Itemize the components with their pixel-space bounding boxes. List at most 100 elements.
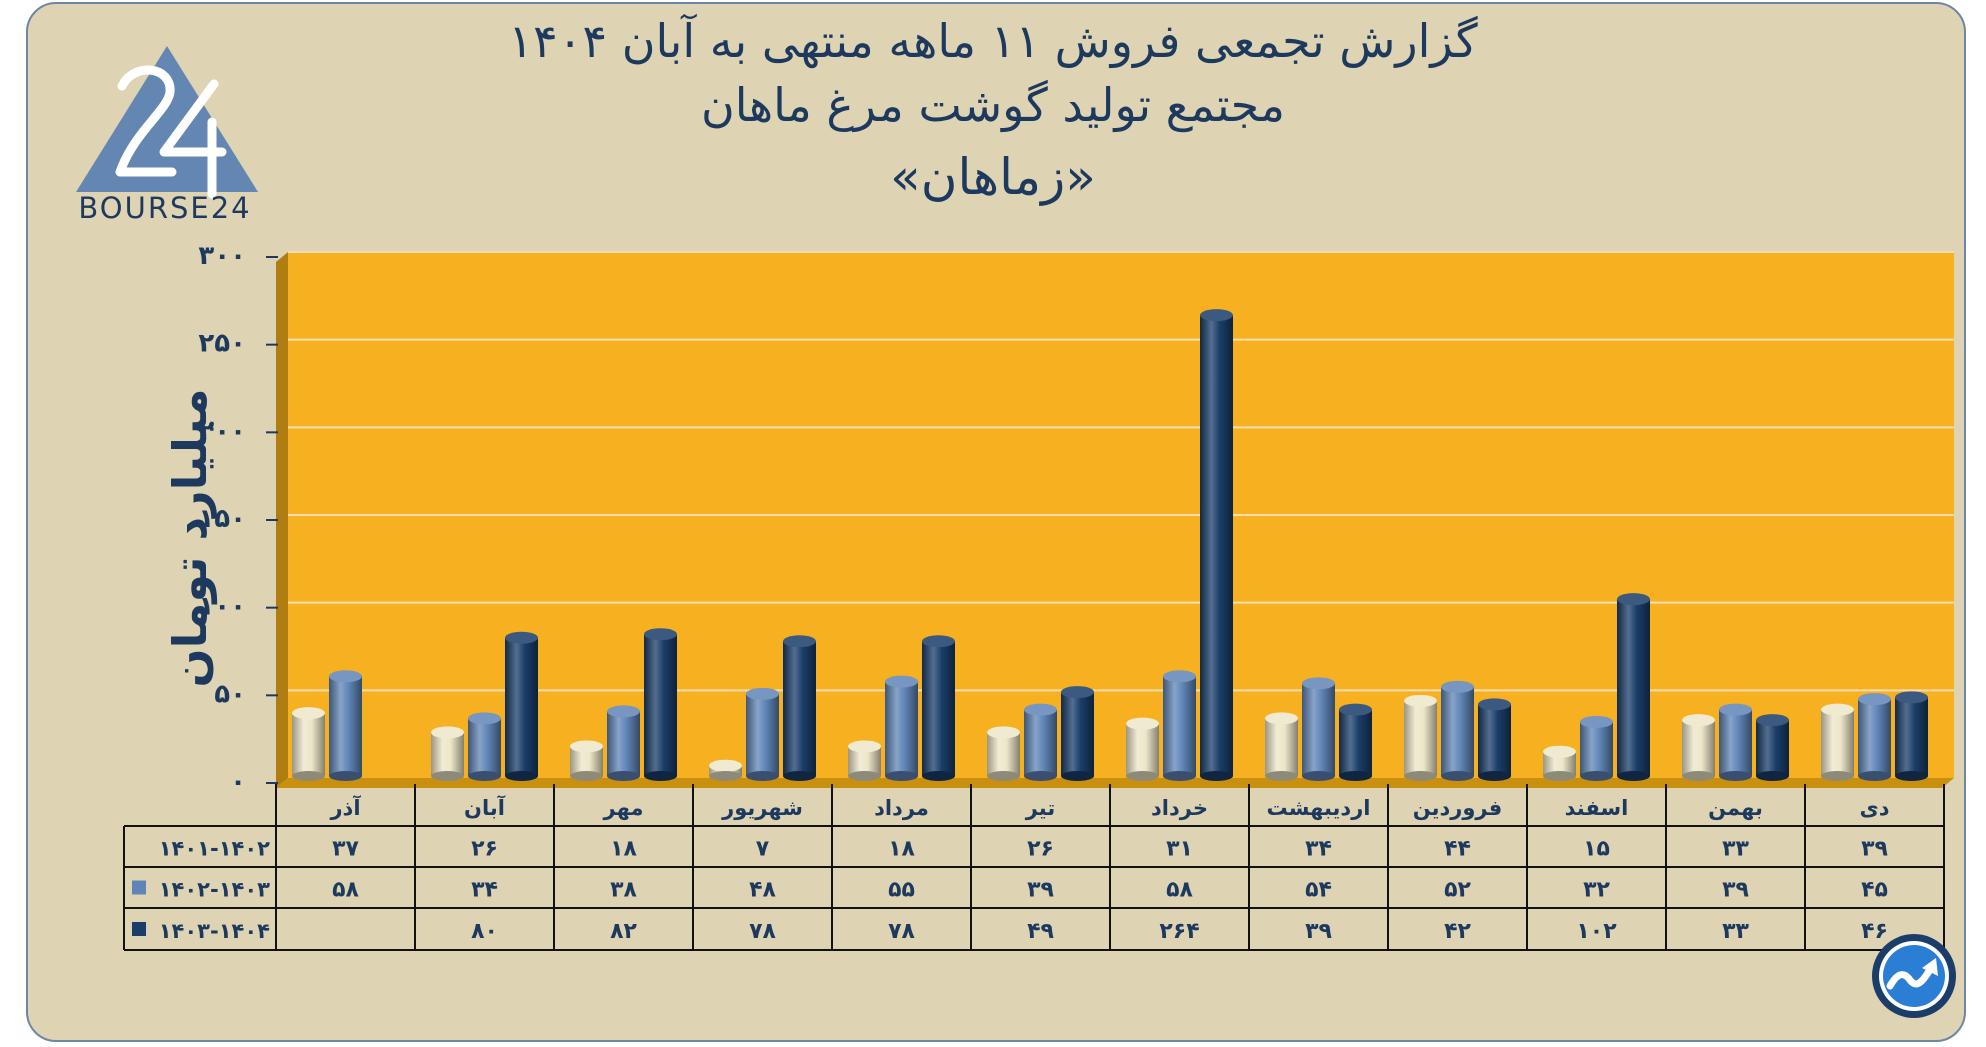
data-label: ۲۶۴	[1159, 919, 1199, 944]
bar-cap	[1265, 712, 1298, 725]
bar	[1265, 718, 1298, 776]
bar	[1682, 720, 1715, 776]
bar	[1895, 697, 1928, 776]
bar-base	[1302, 771, 1335, 781]
bar-base	[1265, 771, 1298, 781]
bar-cap	[1200, 309, 1233, 322]
data-label: ۵۸	[332, 878, 359, 903]
bar-cap	[431, 726, 464, 739]
bar-cap	[987, 726, 1020, 739]
bar	[607, 711, 640, 776]
bar	[329, 676, 362, 776]
bar	[1061, 692, 1094, 776]
data-label: ۴۵	[1861, 878, 1888, 903]
bar-base	[607, 771, 640, 781]
data-label: ۳۷	[332, 837, 359, 862]
bar-base	[1617, 771, 1650, 781]
bar-cap	[1339, 703, 1372, 716]
bar-base	[644, 771, 677, 781]
bar-base	[1543, 771, 1576, 781]
bar-cap	[1061, 686, 1094, 699]
x-category-label: شهریور	[721, 796, 803, 820]
data-label: ۱۰۲	[1576, 919, 1617, 944]
data-label: ۳۳	[1722, 837, 1749, 862]
y-tick-label: ۵۰	[214, 679, 246, 709]
data-label: ۵۵	[888, 878, 915, 903]
bar-cap	[1441, 680, 1474, 693]
bar-base	[292, 771, 325, 781]
bar-cap	[1821, 703, 1854, 716]
legend-swatch	[132, 880, 146, 895]
bar-cap	[1302, 677, 1335, 690]
plot-side-wall	[276, 252, 288, 788]
bar-base	[1163, 771, 1196, 781]
data-label: ۸۲	[610, 919, 637, 944]
bar-base	[1200, 771, 1233, 781]
data-label: ۸۰	[471, 919, 498, 944]
bar-base	[1126, 771, 1159, 781]
bar-base	[1404, 771, 1437, 781]
trend-arrow-badge-icon[interactable]	[1870, 932, 1958, 1020]
bar-cap	[1024, 703, 1057, 716]
data-label: ۳۳	[1722, 919, 1749, 944]
data-label: ۵۸	[1166, 878, 1193, 903]
data-label: ۳۸	[610, 878, 637, 903]
bar	[1163, 676, 1196, 776]
legend-label: ۱۴۰۲-۱۴۰۳	[159, 878, 270, 902]
bar	[468, 718, 501, 776]
data-label: ۷۸	[749, 919, 776, 944]
bar-cap	[1617, 593, 1650, 606]
bar-cap	[848, 740, 881, 753]
bar-cap	[709, 759, 742, 772]
bar	[644, 634, 677, 776]
bar-base	[1821, 771, 1854, 781]
data-label: ۱۸	[888, 837, 915, 862]
bar-base	[1339, 771, 1372, 781]
bar-base	[1580, 771, 1613, 781]
data-label: ۴۴	[1444, 837, 1471, 862]
bar	[292, 713, 325, 776]
bar-base	[468, 771, 501, 781]
bar	[1339, 709, 1372, 776]
data-label: ۵۴	[1305, 878, 1332, 903]
data-label: ۳۹	[1027, 878, 1054, 903]
data-label: ۲۶	[471, 837, 498, 862]
y-tick-label: ۱۵۰	[198, 504, 246, 534]
bar-base	[1756, 771, 1789, 781]
y-tick-label: ۲۵۰	[198, 329, 246, 359]
data-label: ۵۲	[1444, 878, 1471, 903]
bar-base	[570, 771, 603, 781]
bar-base	[1061, 771, 1094, 781]
bar-base	[922, 771, 955, 781]
x-category-label: فروردین	[1413, 796, 1503, 820]
x-category-label: تیر	[1025, 796, 1056, 820]
y-tick-label: ۱۰۰	[198, 592, 246, 622]
bar-base	[885, 771, 918, 781]
bar	[1404, 700, 1437, 776]
data-label: ۳۴	[471, 878, 498, 903]
bar	[505, 637, 538, 776]
data-label: ۴۸	[749, 878, 776, 903]
bar-cap	[1163, 670, 1196, 683]
chart-title: گزارش تجمعی فروش ۱۱ ماهه منتهی به آبان ۱…	[508, 14, 1478, 68]
bar-base	[848, 771, 881, 781]
bar-base	[987, 771, 1020, 781]
bar-cap	[1404, 694, 1437, 707]
bar-base	[1682, 771, 1715, 781]
x-category-label: مهر	[603, 796, 644, 820]
bar-cap	[468, 712, 501, 725]
bar-base	[329, 771, 362, 781]
bar-base	[1024, 771, 1057, 781]
x-category-label: خرداد	[1151, 796, 1208, 820]
data-label: ۳۲	[1583, 878, 1610, 903]
bar-base	[709, 771, 742, 781]
bar-base	[1441, 771, 1474, 781]
chart-subtitle: مجتمع تولید گوشت مرغ ماهان	[701, 78, 1285, 132]
bar-cap	[746, 687, 779, 700]
bar-cap	[607, 705, 640, 718]
bar-base	[1858, 771, 1891, 781]
bar-base	[1895, 771, 1928, 781]
x-category-label: آبان	[464, 795, 506, 820]
bar-cap	[292, 707, 325, 720]
data-label: ۱۵	[1583, 837, 1610, 862]
